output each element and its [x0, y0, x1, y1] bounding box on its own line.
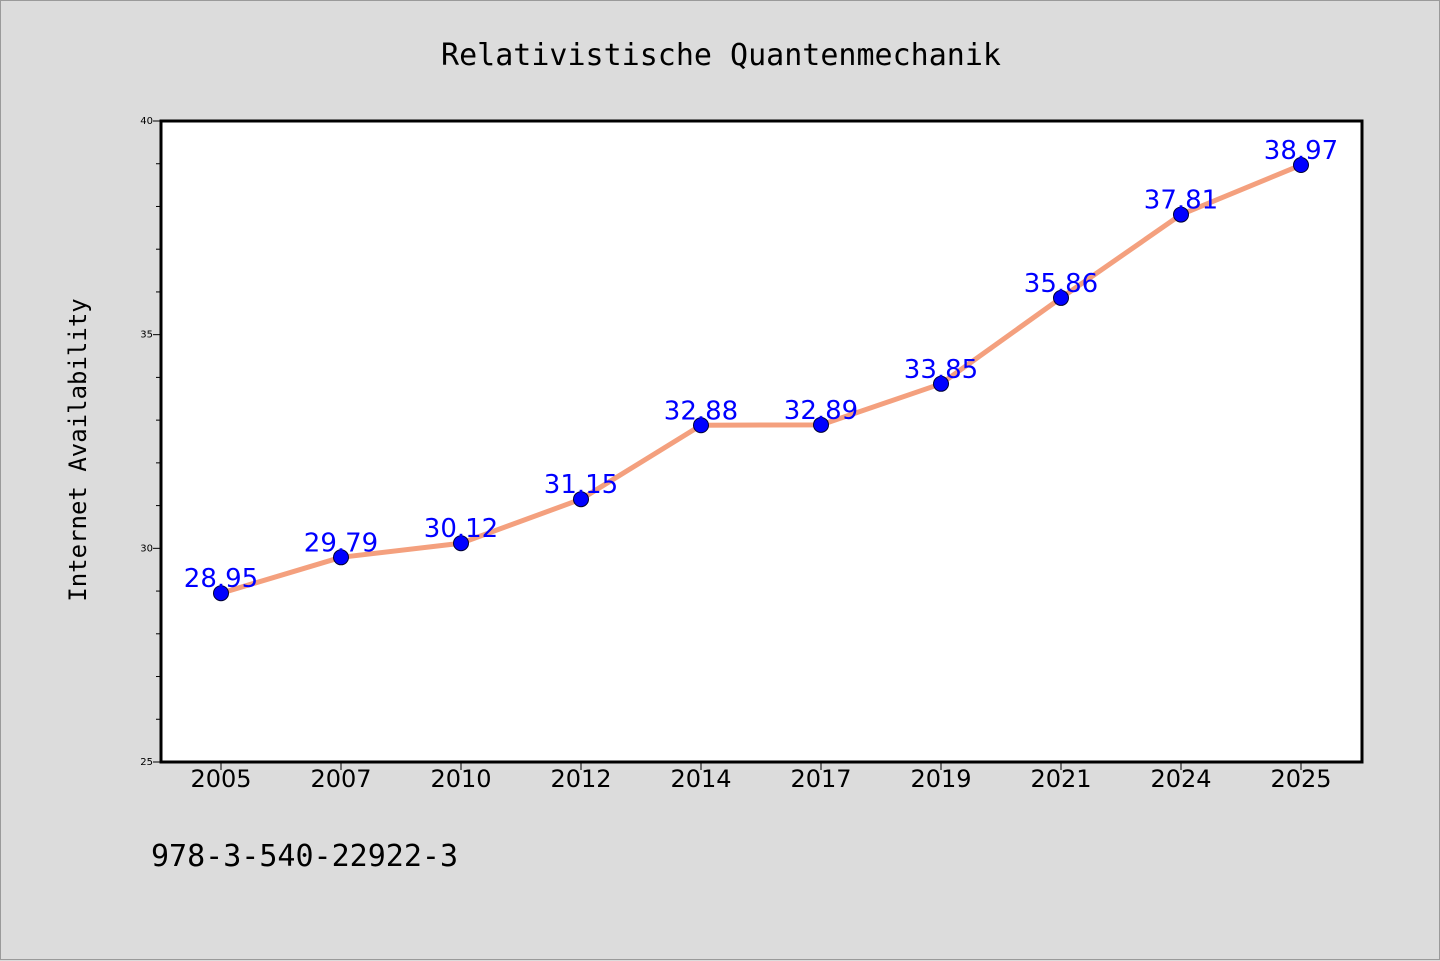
- y-tick-label: 40: [140, 116, 153, 127]
- data-point-label: 31.15: [544, 470, 618, 500]
- x-tick-label: 2010: [430, 765, 491, 793]
- x-tick-label: 2007: [310, 765, 371, 793]
- series-line: [218, 162, 1304, 596]
- x-tick-label: 2012: [550, 765, 611, 793]
- data-labels-group: 28.95 29.79 30.12 31.15 32.88 32.89 33.85 35.86…: [184, 136, 1338, 594]
- data-point-marker: [933, 375, 949, 392]
- y-axis-ticks: 25 30 35 40: [140, 116, 161, 768]
- data-point-label: 35.86: [1024, 269, 1098, 299]
- x-axis-ticks: 2005 2007 2010 2012 2014 2017 2019 2021 2024 2025: [190, 762, 1332, 793]
- x-tick-label: 2017: [790, 765, 851, 793]
- data-point-marker: [1053, 289, 1069, 306]
- x-tick-label: 2005: [190, 765, 251, 793]
- isbn-label: 978-3-540-22922-3: [151, 839, 458, 874]
- x-tick-label: 2014: [670, 765, 731, 793]
- data-point-marker: [693, 417, 709, 434]
- data-point-label: 30.12: [424, 514, 498, 544]
- data-point-marker: [1173, 206, 1189, 223]
- series-line-group: [218, 162, 1304, 596]
- chart-title: Relativistische Quantenmechanik: [441, 38, 1001, 73]
- data-point-label: 33.85: [904, 355, 978, 385]
- data-point-marker: [573, 491, 589, 508]
- data-point-marker: [1293, 157, 1309, 174]
- data-point-label: 32.89: [784, 396, 858, 426]
- x-tick-label: 2025: [1270, 765, 1331, 793]
- data-point-label: 38.97: [1264, 136, 1338, 166]
- data-point-label: 37.81: [1144, 186, 1218, 216]
- data-point-marker: [813, 416, 829, 433]
- data-point-label: 29.79: [304, 528, 378, 558]
- data-point-label: 28.95: [184, 564, 258, 594]
- data-point-marker: [213, 585, 229, 602]
- data-point-marker: [333, 549, 349, 566]
- x-tick-label: 2024: [1150, 765, 1211, 793]
- x-tick-label: 2021: [1030, 765, 1091, 793]
- x-tick-label: 2019: [910, 765, 971, 793]
- data-markers: [213, 157, 1309, 602]
- y-tick-label: 35: [140, 330, 153, 341]
- y-tick-label: 30: [140, 543, 153, 554]
- y-axis-label: Internet Availability: [64, 298, 92, 601]
- data-point-marker: [453, 535, 469, 552]
- data-point-label: 32.88: [664, 396, 738, 426]
- y-tick-label: 25: [140, 757, 153, 768]
